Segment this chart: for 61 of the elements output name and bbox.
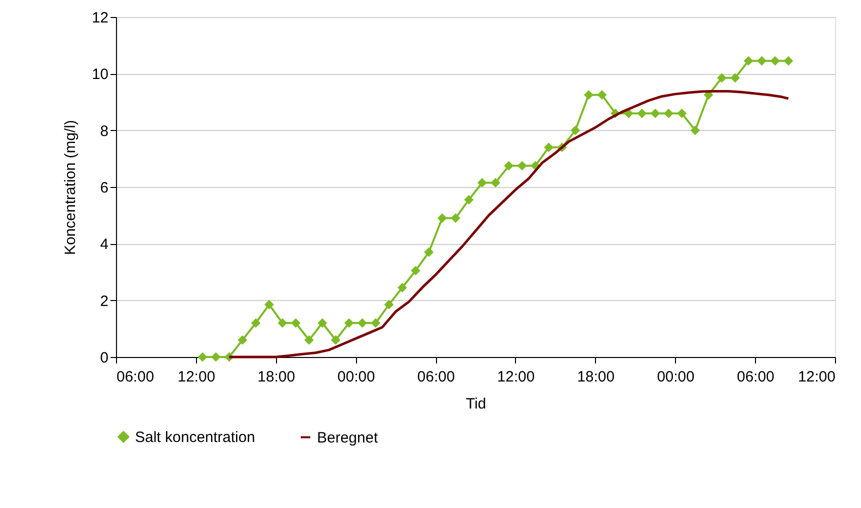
point <box>330 335 340 345</box>
point <box>450 213 460 223</box>
y-tick-label: 6 <box>100 180 108 196</box>
x-axis-title: Tid <box>466 396 486 412</box>
point <box>637 108 647 118</box>
point <box>278 318 288 328</box>
point <box>398 282 408 292</box>
x-tick-label: 06:00 <box>116 368 154 386</box>
point <box>344 318 354 328</box>
point <box>624 108 634 118</box>
point <box>570 126 580 136</box>
point <box>597 90 607 100</box>
point <box>757 56 767 66</box>
point <box>198 352 208 362</box>
point <box>504 161 514 170</box>
legend-label: Salt koncentration <box>135 428 256 446</box>
point <box>304 335 314 345</box>
point <box>318 318 328 328</box>
point <box>677 108 687 118</box>
x-tick-label: 06:00 <box>417 368 455 386</box>
point <box>717 73 727 83</box>
x-tick-label: 00:00 <box>337 368 375 386</box>
x-tick-label: 12:00 <box>178 368 216 386</box>
point <box>437 213 447 223</box>
y-tick-label: 12 <box>92 10 108 26</box>
y-tick-label: 8 <box>100 122 108 140</box>
point <box>744 56 754 66</box>
point <box>477 178 487 188</box>
point <box>690 126 700 136</box>
point <box>410 266 420 276</box>
point <box>211 352 221 362</box>
y-axis-title: Koncentration (mg/l) <box>62 120 79 256</box>
point <box>730 73 740 83</box>
point <box>464 195 474 204</box>
point <box>784 56 794 66</box>
point <box>584 90 594 100</box>
x-tick-label: 18:00 <box>258 368 296 386</box>
y-tick-label: 10 <box>92 66 108 84</box>
point <box>544 142 554 152</box>
point <box>664 108 674 118</box>
y-tick-label: 2 <box>100 292 108 310</box>
point <box>490 178 500 188</box>
legend-label: Beregnet <box>317 429 379 446</box>
x-tick-label: 12:00 <box>497 368 535 386</box>
point <box>264 300 274 310</box>
y-tick-label: 4 <box>100 236 108 254</box>
point <box>517 161 527 170</box>
y-tick-label: 0 <box>100 350 108 366</box>
point <box>291 318 300 328</box>
point <box>424 247 434 257</box>
x-tick-label: 18:00 <box>577 368 615 386</box>
x-tick-label: 12:00 <box>798 368 836 386</box>
point <box>384 300 394 310</box>
point <box>251 318 261 328</box>
point <box>370 318 380 328</box>
point <box>238 335 248 345</box>
x-tick-label: 00:00 <box>656 368 694 386</box>
point <box>650 108 660 118</box>
x-tick-label: 06:00 <box>736 368 774 386</box>
point <box>770 56 780 66</box>
point <box>358 318 368 328</box>
